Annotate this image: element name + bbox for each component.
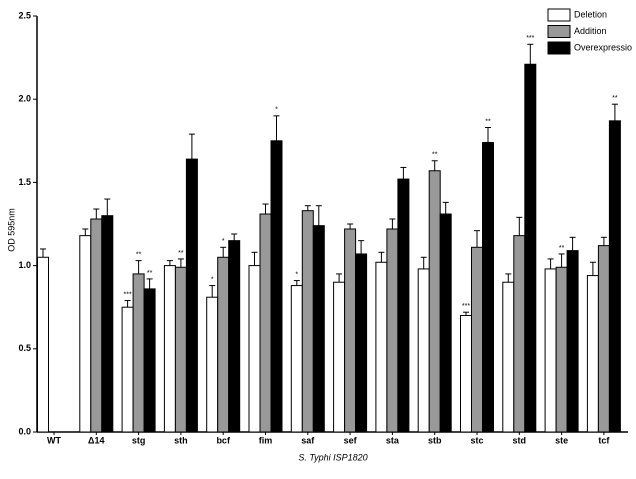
bar — [344, 228, 357, 433]
x-tick-label: tcf — [598, 435, 610, 445]
significance: ** — [559, 245, 565, 252]
x-tick-label: ste — [555, 435, 568, 445]
y-tick-label: 2.5 — [18, 10, 31, 20]
y-tick-label: 2.0 — [18, 94, 31, 104]
bar — [555, 266, 568, 433]
x-tick-label: saf — [301, 435, 315, 445]
bar — [482, 141, 494, 433]
significance: ** — [147, 270, 153, 277]
bar — [301, 210, 314, 433]
legend-swatch — [547, 25, 571, 38]
bar — [355, 253, 368, 433]
bar — [524, 63, 537, 433]
x-axis-label: S. Typhi ISP1820 — [298, 452, 367, 462]
bar — [270, 140, 283, 433]
bar — [597, 245, 610, 433]
x-tick-label: sef — [344, 435, 358, 445]
bar — [397, 178, 410, 433]
x-tick-label: std — [513, 435, 527, 445]
bar — [163, 265, 176, 433]
bar — [428, 170, 441, 433]
bar — [544, 268, 557, 433]
bar — [185, 158, 198, 433]
bar — [174, 266, 187, 433]
legend-swatch — [547, 8, 571, 22]
x-tick-label: stc — [470, 435, 483, 445]
bar — [217, 256, 230, 433]
bar — [417, 268, 430, 433]
bar — [290, 285, 303, 433]
x-tick-label: stg — [132, 435, 146, 445]
bar — [460, 315, 472, 433]
significance: *** — [124, 291, 132, 298]
bar — [312, 225, 325, 433]
x-tick-label: stb — [428, 435, 442, 445]
bar — [143, 288, 156, 433]
bar — [439, 213, 452, 433]
legend-swatch — [547, 41, 571, 55]
bar — [37, 256, 49, 433]
y-axis-label: OD 595nm — [6, 208, 16, 252]
bar — [248, 265, 261, 433]
bar — [228, 240, 241, 433]
bar — [79, 235, 92, 433]
y-tick-label: 1.5 — [18, 177, 31, 187]
bar — [513, 235, 526, 433]
x-tick-label: Δ14 — [88, 435, 104, 445]
significance: ** — [485, 118, 491, 125]
bar — [90, 218, 103, 433]
significance: ** — [178, 250, 184, 257]
significance: * — [211, 276, 214, 283]
bar — [206, 296, 219, 433]
bar — [121, 306, 134, 433]
legend-label: Overexpressio — [574, 42, 632, 52]
bar — [608, 120, 621, 433]
x-tick-label: fim — [259, 435, 273, 445]
x-tick-label: sta — [386, 435, 400, 445]
significance: ** — [432, 152, 438, 159]
y-tick-label: 0.0 — [18, 426, 31, 436]
significance: * — [222, 238, 225, 245]
x-tick-label: sth — [174, 435, 188, 445]
bar — [101, 215, 114, 433]
legend-label: Deletion — [574, 9, 607, 19]
y-tick-label: 1.0 — [18, 260, 31, 270]
bar — [259, 213, 272, 433]
y-tick-label: 0.5 — [18, 343, 31, 353]
significance: *** — [462, 303, 470, 310]
significance: ** — [612, 95, 618, 102]
bar — [333, 281, 346, 433]
significance: * — [295, 271, 298, 278]
bar — [586, 275, 599, 433]
bar — [386, 228, 399, 433]
significance: *** — [526, 35, 534, 42]
bar — [375, 261, 388, 433]
bar — [502, 281, 515, 433]
legend-label: Addition — [574, 26, 607, 36]
x-tick-label: WT — [47, 435, 61, 445]
bar — [132, 273, 145, 433]
bar — [566, 250, 579, 433]
bar — [471, 246, 483, 433]
x-tick-label: bcf — [216, 435, 231, 445]
significance: * — [275, 107, 278, 114]
significance: ** — [136, 251, 142, 258]
